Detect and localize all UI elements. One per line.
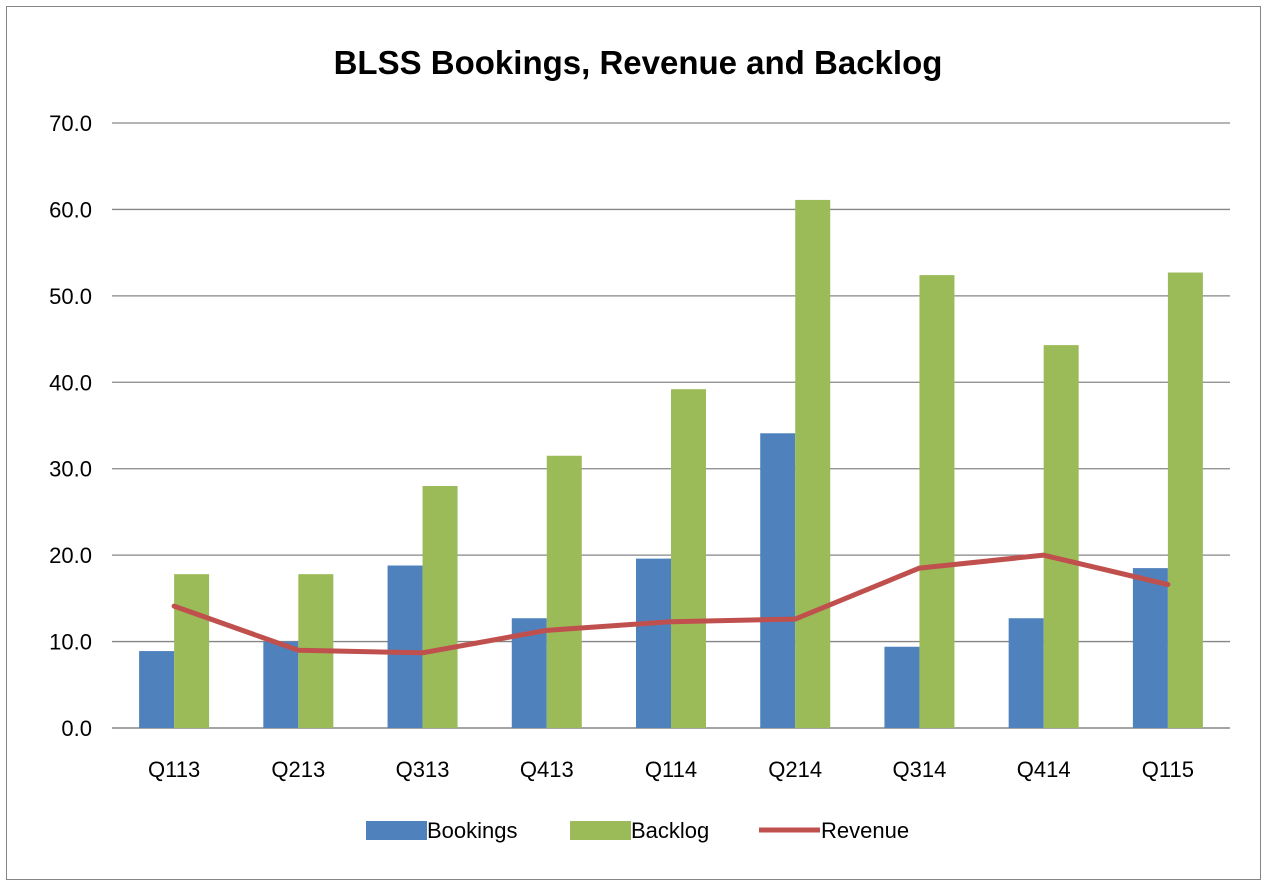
bookings-bar: [1008, 618, 1044, 728]
x-tick-label: Q213: [271, 757, 325, 782]
y-tick-label: 10.0: [49, 630, 92, 655]
bookings-bar: [760, 433, 796, 728]
x-tick-label: Q313: [396, 757, 450, 782]
chart-title: BLSS Bookings, Revenue and Backlog: [334, 44, 943, 81]
backlog-bar: [422, 486, 458, 728]
backlog-bar: [919, 275, 955, 728]
legend-item-backlog: Backlog: [570, 818, 709, 843]
backlog-bar: [1167, 272, 1203, 728]
x-tick-label: Q114: [645, 757, 697, 782]
y-tick-label: 70.0: [49, 111, 92, 136]
legend-label-backlog: Backlog: [631, 818, 709, 843]
bookings-bar: [387, 565, 423, 728]
y-tick-label: 60.0: [49, 197, 92, 222]
bookings-bar: [263, 641, 299, 728]
bookings-bar: [884, 646, 920, 728]
x-tick-label: Q314: [893, 757, 947, 782]
bookings-bar: [636, 558, 671, 728]
x-tick-label: Q115: [1142, 757, 1194, 782]
bookings-bar: [139, 651, 175, 728]
backlog-bar: [795, 199, 831, 728]
x-tick-label: Q413: [520, 757, 574, 782]
y-tick-label: 30.0: [49, 457, 92, 482]
legend-swatch-backlog: [570, 821, 631, 840]
backlog-bar: [546, 455, 582, 728]
y-tick-label: 50.0: [49, 284, 92, 309]
x-tick-label: Q414: [1017, 757, 1071, 782]
y-tick-label: 40.0: [49, 370, 92, 395]
legend-label-bookings: Bookings: [427, 818, 518, 843]
y-tick-label: 0.0: [61, 716, 92, 741]
x-tick-label: Q113: [148, 757, 200, 782]
backlog-bar: [671, 389, 706, 728]
legend-item-bookings: Bookings: [366, 818, 518, 843]
y-tick-label: 20.0: [49, 543, 92, 568]
legend-item-revenue: Revenue: [759, 818, 909, 843]
bookings-bar: [1132, 568, 1168, 728]
legend-swatch-bookings: [366, 821, 427, 840]
backlog-bar: [174, 574, 210, 728]
x-tick-label: Q214: [768, 757, 822, 782]
backlog-bar: [1043, 345, 1079, 728]
legend-label-revenue: Revenue: [821, 818, 909, 843]
